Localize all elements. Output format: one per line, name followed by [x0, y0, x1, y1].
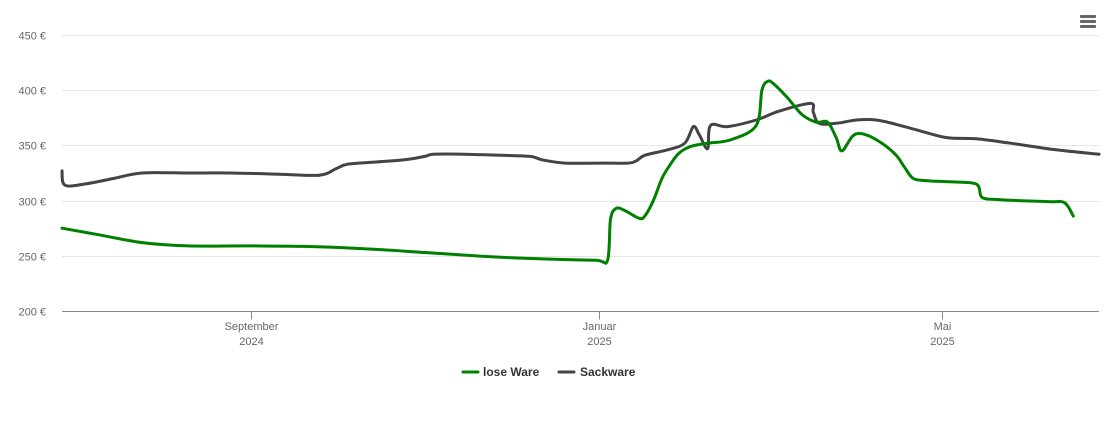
x-axis: September 2024 Januar 2025 Mai 2025	[62, 311, 1099, 348]
legend-label: Sackware	[580, 365, 636, 379]
series-lines	[60, 79, 1101, 265]
legend-item-sackware[interactable]: Sackware	[557, 365, 636, 379]
x-tick-month-label: Januar	[583, 321, 617, 333]
legend-label: lose Ware	[483, 365, 540, 379]
grid-lines	[62, 35, 1099, 257]
chart-menu-button[interactable]	[1076, 10, 1100, 32]
legend: lose Ware Sackware	[461, 365, 636, 379]
x-tick-month-label: September	[225, 321, 279, 333]
y-tick-label: 450 €	[18, 31, 46, 43]
y-tick-label: 200 €	[18, 307, 46, 319]
x-tick-year-label: 2024	[239, 336, 263, 348]
y-tick-label: 350 €	[18, 141, 46, 153]
y-tick-label: 300 €	[18, 197, 46, 209]
y-tick-label: 400 €	[18, 86, 46, 98]
x-tick-month-label: Mai	[934, 321, 952, 333]
x-tick-year-label: 2025	[587, 336, 611, 348]
series-line-sackware[interactable]	[60, 101, 1101, 188]
y-axis-labels: 200 € 250 € 300 € 350 € 400 € 450 €	[18, 31, 46, 319]
hamburger-menu-icon	[1080, 15, 1096, 28]
x-tick-year-label: 2025	[930, 336, 954, 348]
legend-item-lose-ware[interactable]: lose Ware	[461, 365, 540, 379]
y-tick-label: 250 €	[18, 252, 46, 264]
series-line-lose-ware[interactable]	[60, 79, 1075, 265]
